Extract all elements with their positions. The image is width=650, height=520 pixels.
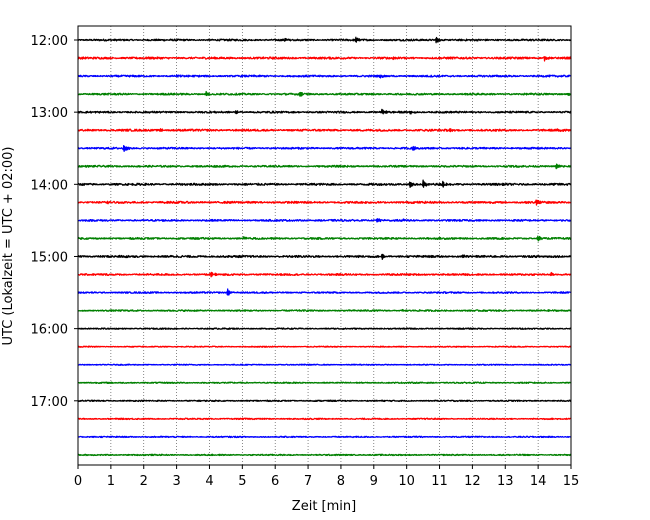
x-tick-label: 13: [497, 474, 514, 489]
x-tick-label: 8: [337, 474, 345, 489]
y-tick-label: 12:00: [31, 34, 68, 49]
x-axis: 0 1 2 3 4 5 6 7 8 9 10 11 12 13 14 15: [74, 465, 579, 489]
trace-1530: [77, 288, 572, 296]
x-tick-label: 1: [107, 474, 115, 489]
trace-1330: [77, 144, 572, 152]
x-tick-label: 2: [140, 474, 148, 489]
trace-1300: [77, 108, 572, 115]
trace-1500: [77, 253, 572, 260]
trace-1445: [77, 235, 572, 242]
trace-1645: [77, 381, 572, 385]
trace-1730: [77, 435, 572, 439]
x-tick-label: 5: [238, 474, 246, 489]
y-tick-label: 15:00: [31, 250, 68, 265]
plot-frame: [77, 25, 572, 466]
trace-1745: [77, 453, 572, 457]
trace-1215: [77, 56, 572, 62]
x-tick-label: 11: [431, 474, 448, 489]
x-tick-label: 14: [530, 474, 547, 489]
x-tick-label: 9: [370, 474, 378, 489]
trace-1630: [77, 363, 572, 366]
trace-1230: [77, 74, 572, 79]
trace-1345: [77, 163, 572, 170]
trace-1545: [77, 308, 572, 313]
x-tick-label: 6: [271, 474, 279, 489]
x-tick-label: 10: [398, 474, 415, 489]
x-tick-label: 0: [74, 474, 82, 489]
y-tick-label: 14:00: [31, 178, 68, 193]
x-tick-label: 4: [205, 474, 213, 489]
trace-1245: [77, 90, 572, 97]
trace-1615: [77, 345, 572, 348]
plot-background: [78, 26, 571, 465]
y-tick-label: 13:00: [31, 106, 68, 121]
trace-layer: [77, 36, 572, 457]
x-axis-label: Zeit [min]: [292, 499, 356, 514]
y-axis-label: UTC (Lokalzeit = UTC + 02:00): [1, 147, 16, 346]
x-tick-label: 15: [563, 474, 580, 489]
trace-1430: [77, 218, 572, 223]
grid: [110, 26, 539, 465]
y-tick-label: 17:00: [31, 395, 68, 410]
x-tick-label: 3: [172, 474, 180, 489]
trace-1400: [77, 179, 572, 188]
trace-1600: [77, 327, 572, 330]
x-tick-label: 7: [304, 474, 312, 489]
y-tick-label: 16:00: [31, 323, 68, 338]
trace-1515: [77, 271, 572, 278]
trace-1715: [77, 417, 572, 421]
y-axis: 12:00 13:00 14:00 15:00 16:00 17:00: [31, 34, 78, 410]
trace-1200: [77, 36, 572, 44]
trace-1315: [77, 128, 572, 133]
trace-1415: [77, 199, 572, 206]
trace-1700: [77, 399, 572, 403]
x-tick-label: 12: [464, 474, 481, 489]
